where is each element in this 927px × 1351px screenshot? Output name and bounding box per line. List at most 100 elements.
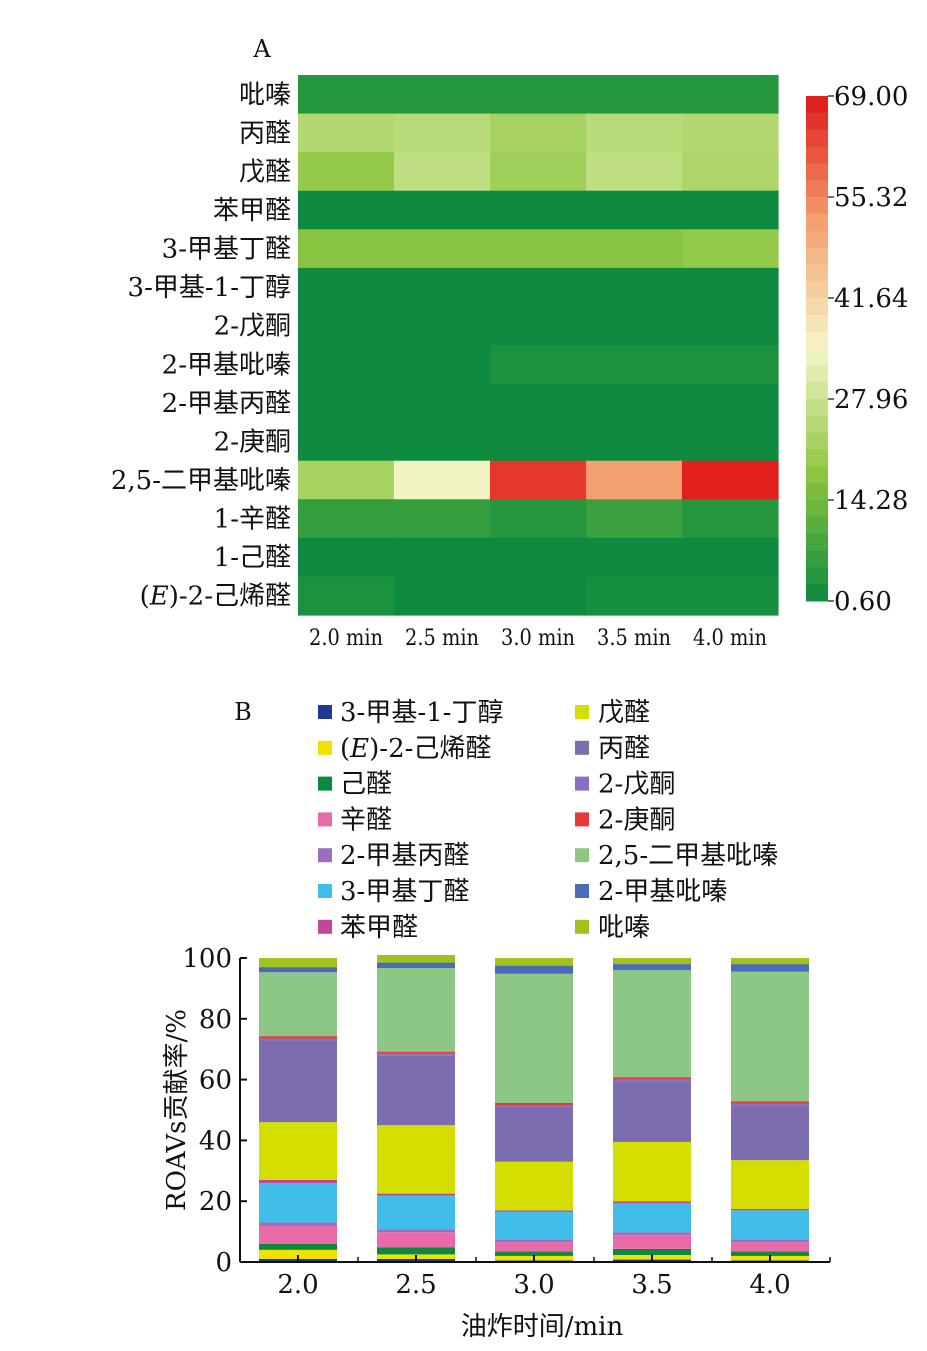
colorbar-segment <box>806 432 828 450</box>
bar-segment <box>731 958 809 965</box>
heatmap-cell <box>490 229 587 269</box>
heatmap-cell <box>490 460 587 500</box>
heatmap-cell <box>586 75 683 115</box>
bar-segment <box>377 1232 455 1248</box>
bar-segment <box>495 1210 573 1212</box>
heatmap-row-label: 2,5-二甲基吡嗪 <box>111 466 291 496</box>
heatmap-cell <box>394 383 491 423</box>
heatmap-cell <box>394 306 491 346</box>
heatmap-cell <box>298 499 395 539</box>
bar-segment <box>613 1081 691 1142</box>
bar-segment <box>259 1040 337 1123</box>
heatmap-row-label: (E)-2-己烯醛 <box>140 582 291 612</box>
colorbar-segment <box>806 213 828 232</box>
bar-segment <box>377 1229 455 1233</box>
heatmap-cell <box>682 422 779 462</box>
heatmap-cell <box>586 537 683 578</box>
colorbar-segment <box>806 281 828 299</box>
bar-segment <box>613 1077 691 1080</box>
heatmap-cell <box>586 576 683 616</box>
bar-segment <box>613 1141 691 1202</box>
colorbar-segment <box>806 96 828 114</box>
legend-label: 己醛 <box>340 770 392 800</box>
heatmap-column-label: 2.0 min <box>309 626 383 651</box>
heatmap-cell <box>298 267 395 308</box>
legend-swatch <box>575 884 589 898</box>
heatmap-row-label: 1-己醛 <box>214 543 291 573</box>
bar-segment <box>731 1251 809 1256</box>
legend-label: 3-甲基丁醛 <box>340 877 469 907</box>
legend-label: 苯甲醛 <box>340 913 418 943</box>
bar-segment <box>613 1079 691 1082</box>
heatmap-cell <box>586 152 683 192</box>
heatmap-cell <box>586 422 683 462</box>
legend-label: 辛醛 <box>340 805 392 835</box>
bar-segment <box>259 972 337 1037</box>
colorbar-segment <box>806 298 828 316</box>
y-tick-label: 100 <box>182 944 232 974</box>
bar-segment <box>495 1242 573 1252</box>
colorbar-segment <box>806 247 828 265</box>
colorbar-segment <box>806 516 828 535</box>
bar-segment <box>731 1160 809 1209</box>
x-tick-label: 3.5 <box>631 1270 672 1300</box>
heatmap-cell <box>298 383 395 423</box>
heatmap-row-label: 1-辛醛 <box>214 505 291 535</box>
heatmap-cell <box>298 306 395 346</box>
stacked-bars <box>259 954 809 1262</box>
heatmap-column-label: 3.0 min <box>501 626 575 651</box>
legend-swatch <box>318 848 332 863</box>
heatmap-cell <box>490 383 587 423</box>
heatmap-cell <box>298 152 395 192</box>
heatmap-cell <box>490 267 587 308</box>
heatmap-cell <box>682 229 779 269</box>
heatmap-cell <box>682 113 779 153</box>
y-tick-label: 0 <box>215 1248 232 1278</box>
colorbar-segment <box>806 500 828 518</box>
bar-segment <box>259 1179 337 1183</box>
heatmap-cell <box>682 152 779 192</box>
bar-segment <box>731 1208 809 1211</box>
heatmap-cell <box>586 499 683 539</box>
legend-swatch <box>318 705 332 719</box>
heatmap-cell <box>586 113 683 153</box>
bar-segment <box>731 1103 809 1106</box>
bar-segment <box>259 1225 337 1244</box>
bar-segment <box>495 1211 573 1240</box>
heatmap-cell <box>682 499 779 539</box>
legend-swatch <box>318 812 332 827</box>
heatmap-cell <box>394 229 491 269</box>
legend-swatch <box>575 812 589 827</box>
y-tick-label: 60 <box>199 1066 232 1096</box>
x-tick-label: 3.0 <box>513 1270 554 1300</box>
heatmap-cell <box>298 75 395 115</box>
x-tick-label: 2.0 <box>277 1270 318 1300</box>
y-tick-label: 80 <box>199 1005 232 1035</box>
colorbar-segment <box>806 331 828 349</box>
bar-segment <box>259 1249 337 1259</box>
colorbar-tick-label: 55.32 <box>834 183 908 213</box>
colorbar-segment <box>806 264 828 282</box>
colorbar-segment <box>806 180 828 198</box>
bar-segment <box>613 970 691 1078</box>
colorbar-segment <box>806 550 828 568</box>
heatmap-cell <box>586 190 683 230</box>
legend-swatch <box>575 848 589 863</box>
heatmap-cell <box>298 460 395 500</box>
bar-segment <box>613 1203 691 1233</box>
colorbar-segment <box>806 399 828 417</box>
bar-segment <box>613 964 691 971</box>
bar-segment <box>377 1053 455 1056</box>
heatmap-cell <box>298 190 395 230</box>
heatmap-cell <box>586 267 683 308</box>
legend-label: (E)-2-己烯醛 <box>340 734 491 764</box>
bar-segment <box>377 1195 455 1230</box>
heatmap-cell <box>394 460 491 500</box>
heatmap-row-label: 苯甲醛 <box>213 196 291 226</box>
bar-segment <box>377 954 455 963</box>
heatmap-cell <box>586 306 683 346</box>
heatmap-cell <box>298 229 395 269</box>
colorbar-segment <box>806 466 828 484</box>
heatmap-cell <box>394 422 491 462</box>
heatmap-cell <box>298 422 395 462</box>
